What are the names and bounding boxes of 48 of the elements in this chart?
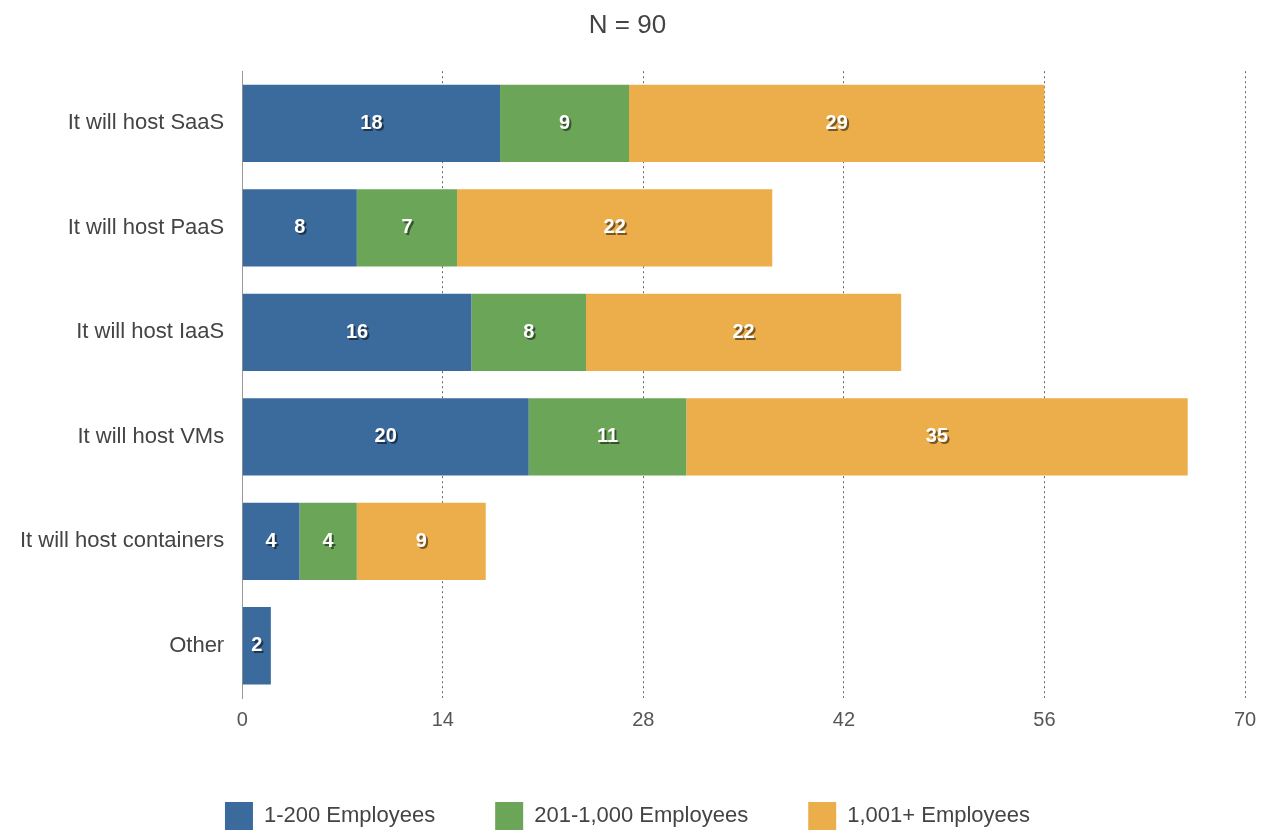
y-tick-label: It will host VMs (77, 422, 225, 448)
x-tick-label: 28 (632, 707, 655, 730)
data-label: 9 (560, 112, 573, 135)
bar (686, 398, 1188, 476)
y-tick-label: It will host containers (20, 527, 225, 553)
bar (242, 398, 529, 476)
x-tick-label: 14 (431, 707, 454, 730)
legend-label: 1-200 Employees (263, 802, 436, 828)
data-label: 18 (362, 112, 385, 135)
bar (242, 84, 501, 163)
data-label: 35 (927, 426, 951, 449)
data-label: 16 (347, 321, 371, 344)
data-label: 8 (296, 217, 308, 240)
chart-title: N = 90 (588, 8, 667, 39)
bar (242, 607, 271, 685)
data-label: 4 (324, 530, 337, 553)
data-label: 20 (376, 426, 399, 449)
bar (242, 189, 357, 267)
data-label: 8 (525, 321, 537, 344)
data-label: 22 (734, 321, 757, 344)
bar (528, 398, 687, 476)
legend-label: 201-1,000 Employees (534, 802, 749, 828)
data-label: 9 (417, 530, 429, 553)
bar (299, 502, 357, 580)
bar (586, 293, 902, 372)
bar (242, 502, 300, 580)
bar (242, 293, 472, 372)
x-tick-label: 56 (1033, 707, 1056, 730)
data-label: 29 (827, 112, 850, 135)
bar (356, 189, 458, 267)
y-tick-label: It will host SaaS (67, 109, 225, 135)
data-label: 4 (267, 530, 280, 553)
x-tick-label: 0 (236, 707, 248, 730)
bar (500, 84, 629, 163)
legend-label: 1,001+ Employees (847, 802, 1031, 828)
data-label: 7 (401, 215, 413, 238)
y-tick-label: It will host IaaS (76, 318, 225, 344)
bar (356, 502, 486, 580)
data-label: 11 (598, 426, 621, 449)
x-tick-label: 42 (832, 707, 855, 730)
y-tick-label: It will host PaaS (67, 213, 225, 239)
data-label: 22 (605, 217, 628, 240)
bar (628, 84, 1045, 163)
x-tick-label: 70 (1233, 707, 1257, 730)
bar (471, 293, 587, 372)
bar (457, 189, 773, 267)
data-label: 2 (253, 635, 265, 658)
y-tick-label: Other (169, 631, 225, 657)
